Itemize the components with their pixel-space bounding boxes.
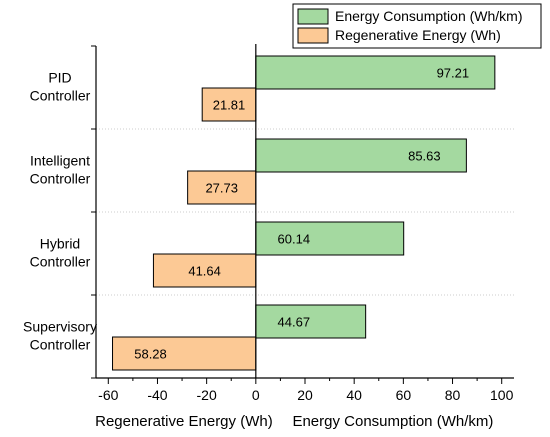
category-label-0-line-1: PID bbox=[48, 70, 71, 86]
x-tick-label-2: -20 bbox=[197, 387, 217, 403]
legend-swatch-regenerative-energy bbox=[297, 27, 329, 44]
legend-label-regenerative-energy: Regenerative Energy (Wh) bbox=[335, 27, 501, 43]
bars-layer bbox=[112, 55, 496, 371]
bar-regenerative-energy-0 bbox=[201, 87, 257, 122]
x-tick-label-6: 60 bbox=[396, 387, 412, 403]
x-tick-label-5: 40 bbox=[346, 387, 362, 403]
bar-regenerative-energy-1 bbox=[187, 170, 257, 205]
x-tick-label-1: -40 bbox=[147, 387, 167, 403]
axes-layer bbox=[91, 44, 514, 384]
data-label-energy-consumption-0: 97.21 bbox=[437, 66, 470, 81]
legend-swatch-energy-consumption bbox=[297, 8, 329, 25]
x-axis-title-right: Energy Consumption (Wh/km) bbox=[292, 413, 493, 430]
labels-layer: 97.21 21.81 PID Controller 85.63 27.73 Intelli… bbox=[23, 66, 514, 404]
x-tick-label-0: -60 bbox=[98, 387, 118, 403]
bar-energy-consumption-3 bbox=[255, 304, 367, 339]
bar-regenerative-energy-2 bbox=[152, 253, 257, 288]
data-label-regenerative-energy-2: 41.64 bbox=[188, 264, 221, 279]
category-label-3-line-1: Supervisory bbox=[23, 319, 97, 335]
data-label-energy-consumption-1: 85.63 bbox=[408, 149, 441, 164]
legend-frame bbox=[292, 3, 542, 49]
legend-label-energy-consumption: Energy Consumption (Wh/km) bbox=[335, 8, 523, 24]
x-tick-label-7: 80 bbox=[445, 387, 461, 403]
legend: Energy Consumption (Wh/km) Regenerative … bbox=[292, 3, 542, 49]
x-axis-title-left: Regenerative Energy (Wh) bbox=[95, 413, 273, 430]
grid-layer bbox=[96, 128, 514, 296]
data-label-regenerative-energy-3: 58.28 bbox=[134, 347, 167, 362]
bar-regenerative-energy-3 bbox=[112, 336, 257, 371]
data-label-regenerative-energy-0: 21.81 bbox=[213, 98, 246, 113]
category-label-1-line-2: Controller bbox=[30, 171, 91, 187]
x-tick-label-4: 20 bbox=[297, 387, 313, 403]
category-label-0-line-2: Controller bbox=[30, 88, 91, 104]
category-label-2-line-1: Hybrid bbox=[40, 236, 80, 252]
data-label-regenerative-energy-1: 27.73 bbox=[205, 181, 238, 196]
data-label-energy-consumption-3: 44.67 bbox=[278, 315, 311, 330]
category-label-3-line-2: Controller bbox=[30, 337, 91, 353]
category-label-2-line-2: Controller bbox=[30, 254, 91, 270]
data-label-energy-consumption-2: 60.14 bbox=[278, 232, 311, 247]
bar-energy-consumption-2 bbox=[255, 221, 405, 256]
category-label-1-line-1: Intelligent bbox=[30, 153, 90, 169]
x-tick-label-3: 0 bbox=[252, 387, 260, 403]
x-tick-label-8: 100 bbox=[490, 387, 514, 403]
